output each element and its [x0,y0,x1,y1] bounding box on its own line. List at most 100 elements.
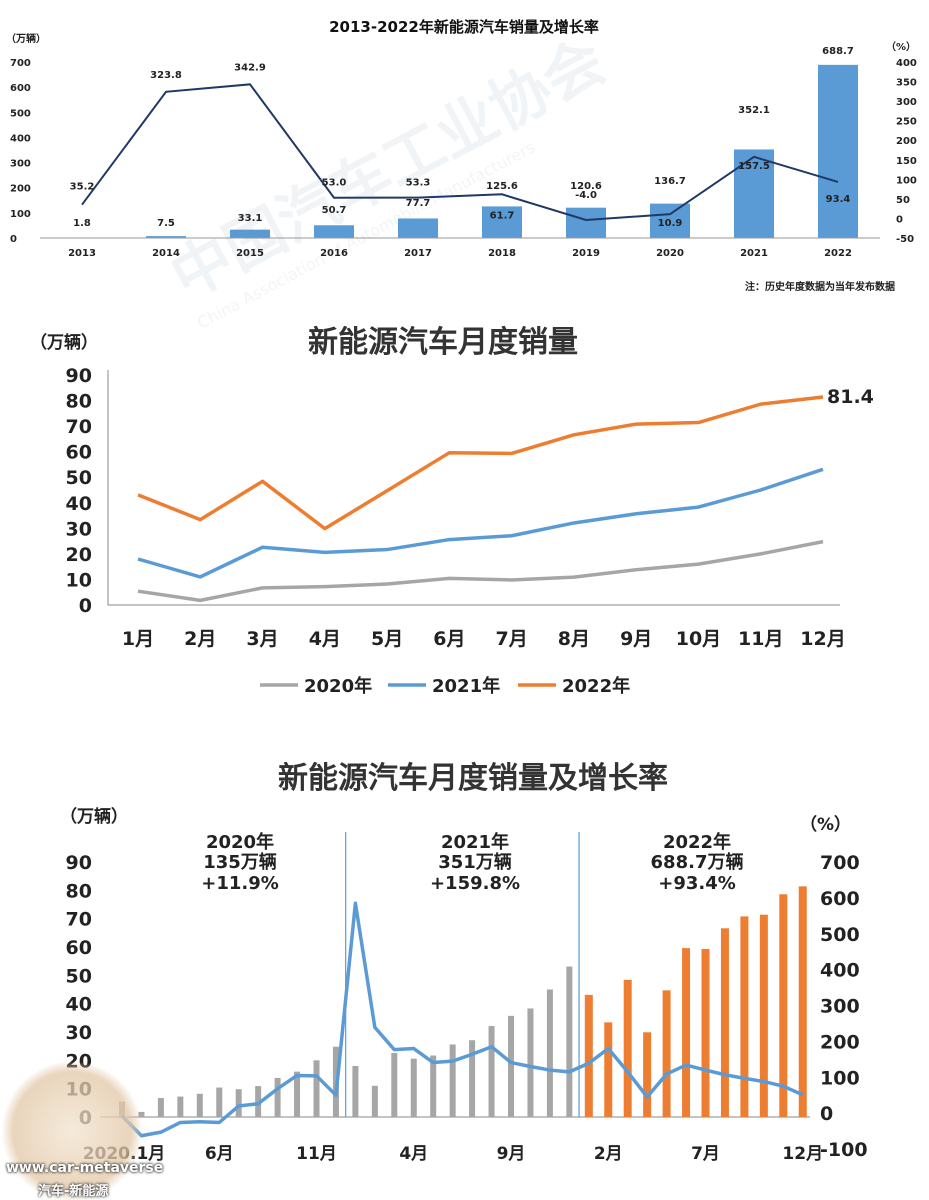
x-tick-label: 7月 [496,628,528,650]
y-tick-label: 50 [66,467,92,489]
y-tick-label: 0 [79,595,92,617]
x-tick-label: 8月 [558,628,590,650]
x-tick-label: 6月 [433,628,465,650]
x-tick-label: 6月 [205,1144,234,1164]
x-tick-label: 12月 [800,628,845,650]
x-tick-label: 2019 [572,248,600,259]
bar [138,1111,145,1117]
left-tick-label: 30 [66,1022,92,1044]
bar-value-label: 77.7 [406,198,431,209]
bar-value-label: 50.7 [322,205,347,216]
bar [216,1087,223,1117]
bar-value-label: 352.1 [738,105,770,116]
chart-title: 新能源汽车月度销量 [308,325,578,360]
x-tick-label: 9月 [620,628,652,650]
chart-title: 2013-2022年新能源汽车销量及增长率 [329,18,599,36]
left-tick-label: 300 [10,159,31,170]
left-tick-label: 90 [66,852,92,874]
bar [720,928,729,1117]
x-tick-label: 2017 [404,248,432,259]
series-line [137,395,824,531]
right-tick-label: 400 [820,960,860,982]
left-axis-unit: （万辆） [6,32,46,45]
right-tick-label: 400 [896,58,917,69]
left-tick-label: 500 [10,108,31,119]
right-tick-label: 500 [820,924,860,946]
bar-value-label: 1.8 [73,218,91,229]
growth-value-label: 10.9 [658,218,683,229]
right-tick-label: 200 [820,1031,860,1053]
annotation-growth: +93.4% [658,873,736,894]
legend-label: 2022年 [562,675,630,697]
bar [482,206,522,238]
right-tick-label: 200 [896,136,917,147]
left-tick-label: 700 [10,58,31,69]
bar-value-label: 688.7 [822,46,854,57]
y-tick-label: 80 [66,391,92,413]
x-tick-label: 10月 [676,628,721,650]
bar [294,1071,301,1117]
y-tick-label: 40 [66,493,92,515]
bar [682,948,691,1117]
bar [313,1060,320,1117]
growth-value-label: 342.9 [234,62,266,73]
bar [449,1044,456,1117]
annotation-total: 351万辆 [438,851,512,873]
x-tick-label: 2016 [320,248,348,259]
left-tick-label: 400 [10,133,31,144]
bar [430,1055,437,1117]
annotation-growth: +11.9% [201,873,279,894]
annotation-total: 688.7万辆 [651,851,744,873]
bar [371,1085,378,1117]
left-tick-label: 50 [66,965,92,987]
site-url: www.car-metaverse [6,1160,164,1176]
right-tick-label: 100 [820,1067,860,1089]
growth-line [81,83,839,222]
right-tick-label: 700 [820,852,860,874]
bar [230,229,270,238]
bar [701,948,710,1117]
x-tick-label: 2022 [824,248,852,259]
y-tick-label: 90 [66,365,92,387]
right-tick-label: 600 [820,888,860,910]
left-tick-label: 100 [10,209,31,220]
monthly-sales-growth-chart: 新能源汽车月度销量及增长率 （万辆） （%） 01020304050607080… [60,761,868,1164]
left-tick-label: 70 [66,909,92,931]
right-tick-label: -100 [820,1139,868,1161]
right-tick-label: 0 [820,1103,833,1125]
right-tick-label: 250 [896,117,917,128]
bar [818,64,858,238]
end-value-label: 81.4 [827,386,874,408]
annotation-year: 2020年 [206,831,274,853]
bar [391,1052,398,1117]
bar [604,1022,613,1117]
bar-value-label: 33.1 [238,213,263,224]
annotation-total: 135万辆 [203,851,277,873]
bar [196,1093,203,1117]
x-tick-label: 11月 [738,628,783,650]
bar [643,1032,652,1117]
right-tick-label: 0 [896,214,903,225]
bar [779,894,788,1117]
bar [146,236,186,238]
right-tick-label: 50 [896,195,910,206]
growth-value-label: 61.7 [490,210,515,221]
left-tick-label: 600 [10,83,31,94]
x-tick-label: 2月 [594,1144,623,1164]
y-tick-label: 60 [66,442,92,464]
bar [352,1066,359,1117]
right-tick-label: 100 [896,175,917,186]
annotation-year: 2021年 [441,831,509,853]
bar-value-label: 136.7 [654,176,686,187]
growth-value-label: -4.0 [575,190,597,201]
footnote: 注：历史年度数据为当年发布数据 [745,280,895,293]
growth-line [120,901,804,1138]
bar [650,203,690,238]
chart-title: 新能源汽车月度销量及增长率 [278,761,668,796]
x-tick-label: 11月 [296,1144,337,1164]
bar [177,1096,184,1117]
bar [398,218,438,238]
bar [566,966,573,1117]
bar [740,916,749,1117]
bar [662,990,671,1117]
